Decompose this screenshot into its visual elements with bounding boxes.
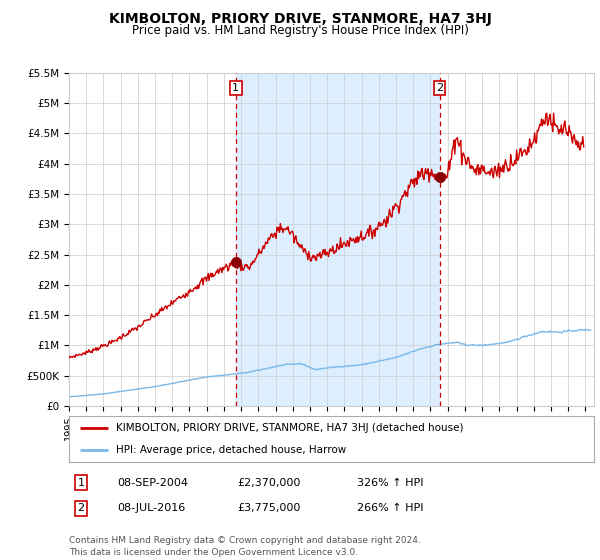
Text: 1: 1 bbox=[77, 478, 85, 488]
Text: KIMBOLTON, PRIORY DRIVE, STANMORE, HA7 3HJ (detached house): KIMBOLTON, PRIORY DRIVE, STANMORE, HA7 3… bbox=[116, 423, 464, 433]
Text: 2: 2 bbox=[436, 83, 443, 93]
Text: 326% ↑ HPI: 326% ↑ HPI bbox=[357, 478, 424, 488]
Text: Contains HM Land Registry data © Crown copyright and database right 2024.
This d: Contains HM Land Registry data © Crown c… bbox=[69, 536, 421, 557]
Point bbox=[231, 258, 241, 267]
Bar bbox=[236, 73, 440, 406]
Text: 2: 2 bbox=[77, 503, 85, 514]
Text: £3,775,000: £3,775,000 bbox=[237, 503, 301, 514]
Text: HPI: Average price, detached house, Harrow: HPI: Average price, detached house, Harr… bbox=[116, 445, 347, 455]
Text: KIMBOLTON, PRIORY DRIVE, STANMORE, HA7 3HJ: KIMBOLTON, PRIORY DRIVE, STANMORE, HA7 3… bbox=[109, 12, 491, 26]
Text: 1: 1 bbox=[232, 83, 239, 93]
Text: £2,370,000: £2,370,000 bbox=[237, 478, 301, 488]
Text: 08-JUL-2016: 08-JUL-2016 bbox=[117, 503, 185, 514]
Text: Price paid vs. HM Land Registry's House Price Index (HPI): Price paid vs. HM Land Registry's House … bbox=[131, 24, 469, 37]
Text: 08-SEP-2004: 08-SEP-2004 bbox=[117, 478, 188, 488]
Point bbox=[435, 173, 445, 182]
Text: 266% ↑ HPI: 266% ↑ HPI bbox=[357, 503, 424, 514]
